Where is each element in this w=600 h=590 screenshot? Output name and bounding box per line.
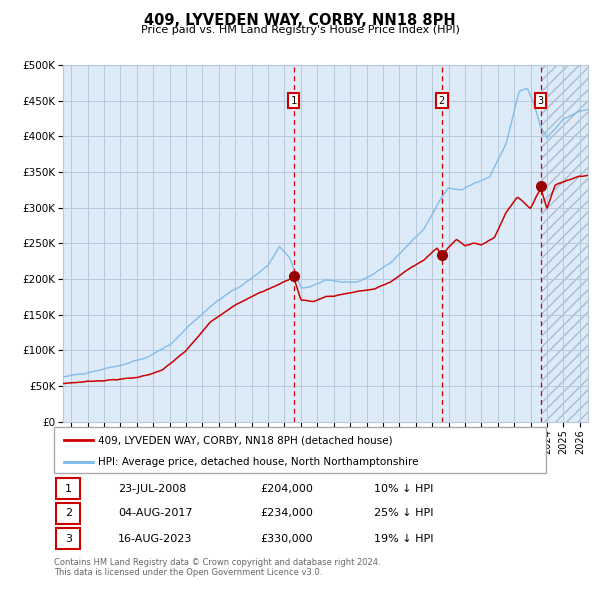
FancyBboxPatch shape <box>56 528 80 549</box>
Text: Price paid vs. HM Land Registry's House Price Index (HPI): Price paid vs. HM Land Registry's House … <box>140 25 460 35</box>
Text: 2: 2 <box>65 509 72 518</box>
FancyBboxPatch shape <box>56 503 80 524</box>
Text: 1: 1 <box>290 96 297 106</box>
Bar <box>541 65 588 422</box>
Text: 10% ↓ HPI: 10% ↓ HPI <box>374 484 433 494</box>
Text: 409, LYVEDEN WAY, CORBY, NN18 8PH (detached house): 409, LYVEDEN WAY, CORBY, NN18 8PH (detac… <box>98 435 393 445</box>
Bar <box>541 65 588 422</box>
Text: £234,000: £234,000 <box>260 509 314 518</box>
Text: 25% ↓ HPI: 25% ↓ HPI <box>374 509 433 518</box>
FancyBboxPatch shape <box>56 478 80 500</box>
Text: 19% ↓ HPI: 19% ↓ HPI <box>374 533 433 543</box>
Text: 04-AUG-2017: 04-AUG-2017 <box>118 509 193 518</box>
Text: This data is licensed under the Open Government Licence v3.0.: This data is licensed under the Open Gov… <box>54 568 322 576</box>
Text: HPI: Average price, detached house, North Northamptonshire: HPI: Average price, detached house, Nort… <box>98 457 419 467</box>
Text: 2: 2 <box>439 96 445 106</box>
Text: 3: 3 <box>538 96 544 106</box>
Text: 1: 1 <box>65 484 72 494</box>
Text: 3: 3 <box>65 533 72 543</box>
Text: Contains HM Land Registry data © Crown copyright and database right 2024.: Contains HM Land Registry data © Crown c… <box>54 558 380 566</box>
Text: 409, LYVEDEN WAY, CORBY, NN18 8PH: 409, LYVEDEN WAY, CORBY, NN18 8PH <box>144 13 456 28</box>
FancyBboxPatch shape <box>54 427 546 473</box>
Text: 16-AUG-2023: 16-AUG-2023 <box>118 533 193 543</box>
Text: 23-JUL-2008: 23-JUL-2008 <box>118 484 187 494</box>
Text: £204,000: £204,000 <box>260 484 314 494</box>
Text: £330,000: £330,000 <box>260 533 313 543</box>
